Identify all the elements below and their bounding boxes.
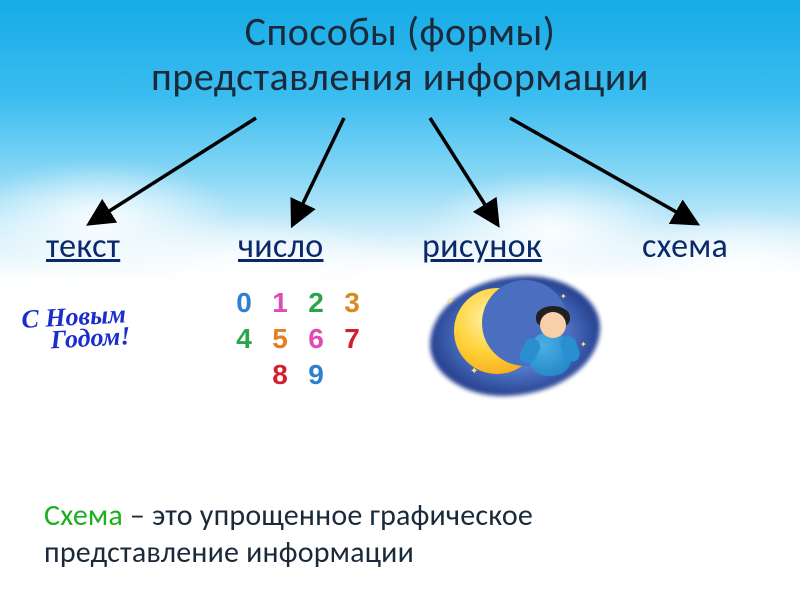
script-text-icon: С Новым Годом! <box>22 306 130 350</box>
digit-icon: 5 <box>264 324 296 358</box>
label-picture[interactable]: рисунок <box>422 226 542 267</box>
digit-icon <box>336 360 368 394</box>
digit-icon: 8 <box>264 360 296 394</box>
sleeping-baby-icon <box>518 310 586 384</box>
digit-icon: 2 <box>300 288 332 322</box>
digit-icon: 7 <box>336 324 368 358</box>
page-title: Способы (формы) представления информации <box>95 10 705 100</box>
slide-root: Способы (формы) представления информации… <box>0 0 800 600</box>
digit-icon: 4 <box>228 324 260 358</box>
label-number[interactable]: число <box>238 226 323 267</box>
digit-icon: 1 <box>264 288 296 322</box>
definition-term: Схема <box>44 497 123 534</box>
label-text[interactable]: текст <box>46 226 120 267</box>
digit-icon: 6 <box>300 324 332 358</box>
definition-rest-2: представление информации <box>44 534 414 571</box>
title-line-1: Способы (формы) <box>95 10 705 55</box>
definition-text: Схема – это упрощенное графическое предс… <box>44 498 724 571</box>
digit-icon: 3 <box>336 288 368 322</box>
digit-icon <box>228 360 260 394</box>
digit-icon: 9 <box>300 360 332 394</box>
picture-icon: ✦ ✦ ✦ ✦ <box>430 280 600 410</box>
digit-icon: 0 <box>228 288 260 322</box>
title-line-2: представления информации <box>95 55 705 100</box>
definition-rest-1: – это упрощенное графическое <box>123 497 533 534</box>
label-scheme: схема <box>642 226 728 267</box>
script-line-2: Годом! <box>22 321 131 356</box>
numbers-icon: 0123 4567 89 <box>228 288 368 394</box>
